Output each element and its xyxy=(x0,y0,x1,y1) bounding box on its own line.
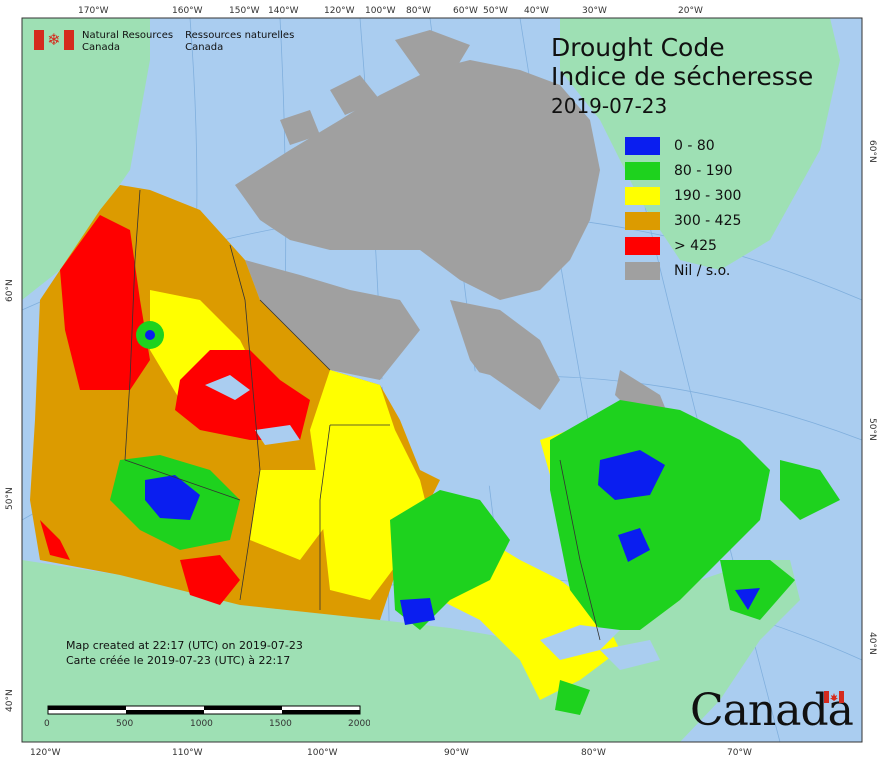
blue-zones xyxy=(145,330,760,625)
tick-left: 40°N xyxy=(5,689,15,712)
map-title: Drought Code Indice de sécheresse 2019-0… xyxy=(551,33,813,121)
legend-swatch xyxy=(625,236,660,255)
tick-left: 50°N xyxy=(5,487,15,510)
usa xyxy=(22,560,800,742)
graticule-left-labels: 60°N 50°N 40°N xyxy=(5,279,15,712)
legend-label: 80 - 190 xyxy=(674,162,733,179)
green-zones xyxy=(110,321,840,715)
graticule-bottom-labels: 120°W 110°W 100°W 90°W 80°W 70°W xyxy=(30,748,752,758)
legend-swatch xyxy=(625,211,660,230)
title-fr: Indice de sécheresse xyxy=(551,62,814,91)
tick-top: 20°W xyxy=(678,6,703,16)
tick-bottom: 100°W xyxy=(307,748,338,758)
legend-label: > 425 xyxy=(674,237,717,254)
department-name-fr: Ressources naturelles Canada xyxy=(185,30,294,54)
canada-wordmark: Canada xyxy=(690,685,854,736)
credit-en: Map created at 22:17 (UTC) on 2019-07-23 xyxy=(66,639,303,652)
greenland xyxy=(560,18,840,270)
provincial-borders xyxy=(124,189,601,641)
nrcan-signature: ❄ Natural Resources Canada Ressources na… xyxy=(34,30,294,54)
title-date: 2019-07-23 xyxy=(551,94,668,118)
tick-top: 40°W xyxy=(524,6,549,16)
legend-item: 190 - 300 xyxy=(625,183,741,208)
graticule-top-labels: 170°W 160°W 150°W 140°W 120°W 100°W 80°W… xyxy=(78,6,703,16)
canada-flag-icon: ❄ xyxy=(34,30,74,50)
map-border xyxy=(21,17,863,743)
nunavut-mainland xyxy=(245,260,420,380)
tick-top: 60°W xyxy=(453,6,478,16)
hudson-bay xyxy=(380,360,560,500)
credit-fr: Carte créée le 2019-07-23 (UTC) à 22:17 xyxy=(66,654,291,667)
legend-swatch xyxy=(625,186,660,205)
department-name-en: Natural Resources Canada xyxy=(82,30,173,54)
tick-top: 160°W xyxy=(172,6,203,16)
lakes xyxy=(205,375,660,670)
department-fr-line1: Ressources naturelles xyxy=(185,30,295,41)
tick-right: 60°N xyxy=(867,140,877,163)
scale-label: 500 xyxy=(116,719,133,729)
legend-label: 300 - 425 xyxy=(674,212,742,229)
tick-top: 140°W xyxy=(268,6,299,16)
legend-swatch xyxy=(625,261,660,280)
department-en-line2: Canada xyxy=(82,42,121,53)
tick-top: 120°W xyxy=(324,6,355,16)
tick-bottom: 120°W xyxy=(30,748,61,758)
tick-top: 170°W xyxy=(78,6,109,16)
legend-item: 80 - 190 xyxy=(625,158,741,183)
tick-top: 50°W xyxy=(483,6,508,16)
tick-right: 50°N xyxy=(867,418,877,441)
baffin-south xyxy=(450,300,560,410)
scale-label: 1500 xyxy=(269,719,292,729)
legend: 0 - 80 80 - 190 190 - 300 300 - 425 > 425 Nil… xyxy=(625,133,741,283)
tick-top: 30°W xyxy=(582,6,607,16)
scale-bar: 0 500 1000 1500 2000 km xyxy=(44,705,370,729)
scale-label: 1000 xyxy=(190,719,213,729)
wordmark-flag-icon xyxy=(824,691,844,703)
tick-left: 60°N xyxy=(5,279,15,302)
tick-bottom: 110°W xyxy=(172,748,203,758)
legend-label: 0 - 80 xyxy=(674,137,715,154)
legend-item: > 425 xyxy=(625,233,741,258)
legend-item: 300 - 425 xyxy=(625,208,741,233)
title-en: Drought Code xyxy=(551,33,725,62)
department-fr-line2: Canada xyxy=(185,42,224,53)
tick-top: 150°W xyxy=(229,6,260,16)
tick-bottom: 80°W xyxy=(581,748,606,758)
scale-label: 2000 km xyxy=(348,719,370,729)
tick-top: 80°W xyxy=(406,6,431,16)
tick-top: 100°W xyxy=(365,6,396,16)
graticule-right-labels: 60°N 50°N 40°N xyxy=(867,140,877,655)
legend-swatch xyxy=(625,136,660,155)
tick-bottom: 90°W xyxy=(444,748,469,758)
legend-item: Nil / s.o. xyxy=(625,258,741,283)
alaska xyxy=(22,18,150,300)
legend-label: 190 - 300 xyxy=(674,187,742,204)
scale-label: 0 xyxy=(44,719,50,729)
legend-label: Nil / s.o. xyxy=(674,262,731,279)
tick-right: 40°N xyxy=(867,632,877,655)
arctic-islands xyxy=(235,30,600,300)
department-en-line1: Natural Resources xyxy=(82,30,174,41)
legend-swatch xyxy=(625,161,660,180)
credit-text: Map created at 22:17 (UTC) on 2019-07-23… xyxy=(66,638,303,668)
legend-item: 0 - 80 xyxy=(625,133,741,158)
tick-bottom: 70°W xyxy=(727,748,752,758)
